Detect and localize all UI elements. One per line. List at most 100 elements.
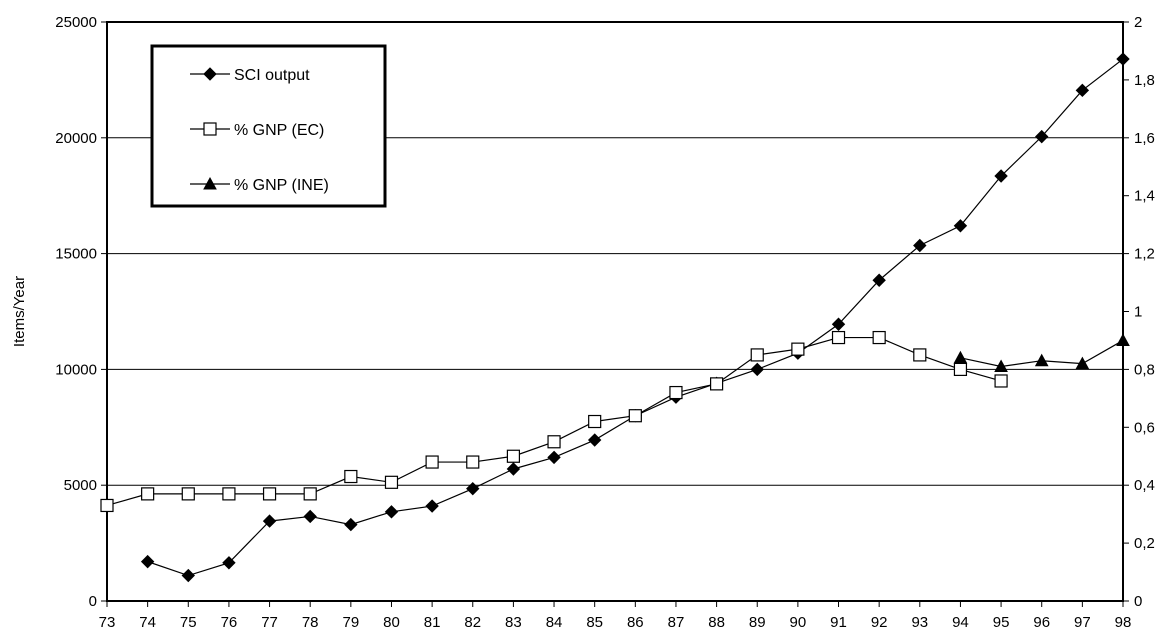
legend-label: SCI output — [234, 67, 310, 84]
data-point — [384, 505, 399, 519]
data-point — [344, 517, 358, 532]
y-tick-label: 5000 — [64, 477, 97, 494]
data-point — [425, 499, 439, 513]
x-tick-label: 73 — [99, 614, 116, 631]
x-tick-label: 96 — [1033, 614, 1050, 631]
data-point — [222, 487, 236, 501]
data-point — [506, 462, 521, 476]
data-point — [588, 414, 602, 429]
data-point — [831, 317, 846, 331]
x-tick-label: 85 — [586, 614, 603, 631]
x-tick-label: 80 — [383, 614, 400, 631]
x-tick-label: 92 — [871, 614, 888, 631]
y2-tick-label: 2 — [1134, 14, 1142, 31]
y2-tick-label: 1,6 — [1134, 130, 1155, 147]
data-point — [222, 556, 236, 570]
data-point — [262, 514, 277, 528]
x-tick-label: 89 — [749, 614, 766, 631]
series-layer — [100, 52, 1130, 583]
data-point — [303, 487, 317, 501]
y-axis-title: Items/Year — [11, 276, 28, 347]
legend-box — [150, 44, 387, 208]
data-point — [872, 273, 886, 287]
x-tick-label: 88 — [708, 614, 725, 631]
data-point — [466, 455, 480, 469]
x-tick-label: 95 — [993, 614, 1010, 631]
data-point — [913, 238, 927, 253]
x-tick-label: 91 — [830, 614, 847, 631]
x-tick-label: 87 — [668, 614, 685, 631]
data-point — [384, 475, 399, 489]
data-point — [953, 219, 968, 233]
x-tick-label: 86 — [627, 614, 644, 631]
data-point — [181, 568, 195, 583]
x-tick-label: 97 — [1074, 614, 1091, 631]
data-point — [669, 385, 683, 400]
y-tick-label: 20000 — [55, 130, 97, 147]
data-point — [1034, 353, 1049, 367]
x-tick-label: 83 — [505, 614, 522, 631]
data-point — [791, 342, 805, 356]
data-point — [831, 330, 846, 345]
data-point — [709, 377, 724, 391]
legend-marker — [203, 122, 217, 136]
legend-marker — [203, 176, 217, 190]
x-tick-label: 98 — [1115, 614, 1132, 631]
data-point — [100, 498, 114, 513]
legend: SCI output % GNP (EC) % GNP (INE) — [150, 44, 387, 208]
legend-marker — [203, 67, 217, 81]
x-tick-label: 78 — [302, 614, 319, 631]
data-point — [628, 409, 642, 423]
x-tick-label: 93 — [911, 614, 928, 631]
x-tick-label: 81 — [424, 614, 441, 631]
data-point — [1075, 83, 1090, 98]
x-tick-label: 94 — [952, 614, 969, 631]
data-point — [1116, 52, 1130, 66]
x-tick-label: 84 — [546, 614, 563, 631]
y2-tick-label: 0,4 — [1134, 477, 1155, 494]
data-point — [913, 348, 927, 362]
legend-label: % GNP (INE) — [234, 177, 329, 194]
data-point — [994, 374, 1008, 388]
data-point — [547, 435, 561, 449]
y-tick-label: 25000 — [55, 14, 97, 31]
data-point — [262, 487, 277, 501]
x-tick-label: 90 — [790, 614, 807, 631]
series-2 — [953, 333, 1130, 373]
y2-tick-label: 1,4 — [1134, 188, 1155, 205]
y2-tick-label: 0,6 — [1134, 419, 1155, 436]
data-point — [750, 362, 764, 377]
series-1 — [100, 330, 1008, 513]
data-point — [872, 330, 886, 345]
x-tick-label: 82 — [464, 614, 481, 631]
data-point — [303, 509, 317, 524]
y2-tick-label: 0,8 — [1134, 361, 1155, 378]
y2-tick-label: 1 — [1134, 304, 1142, 321]
data-point — [466, 481, 480, 496]
data-point — [994, 169, 1008, 183]
y2-tick-label: 0 — [1134, 593, 1142, 610]
y-tick-label: 15000 — [55, 246, 97, 263]
data-point — [344, 469, 358, 484]
data-point — [750, 348, 764, 362]
data-point — [953, 350, 968, 364]
data-point — [181, 487, 195, 501]
legend-label: % GNP (EC) — [234, 122, 324, 139]
x-tick-label: 75 — [180, 614, 197, 631]
data-point — [547, 450, 561, 465]
x-tick-label: 77 — [261, 614, 278, 631]
data-point — [1035, 129, 1049, 144]
y-tick-label: 0 — [89, 593, 97, 610]
data-point — [953, 362, 968, 376]
x-tick-label: 76 — [221, 614, 238, 631]
y-tick-label: 10000 — [55, 361, 97, 378]
data-point — [994, 359, 1008, 373]
data-point — [141, 487, 155, 501]
y2-tick-label: 0,2 — [1134, 535, 1155, 552]
series-line — [106, 336, 1002, 507]
data-point — [1116, 333, 1130, 346]
data-point — [1075, 356, 1090, 370]
data-point — [140, 554, 155, 569]
